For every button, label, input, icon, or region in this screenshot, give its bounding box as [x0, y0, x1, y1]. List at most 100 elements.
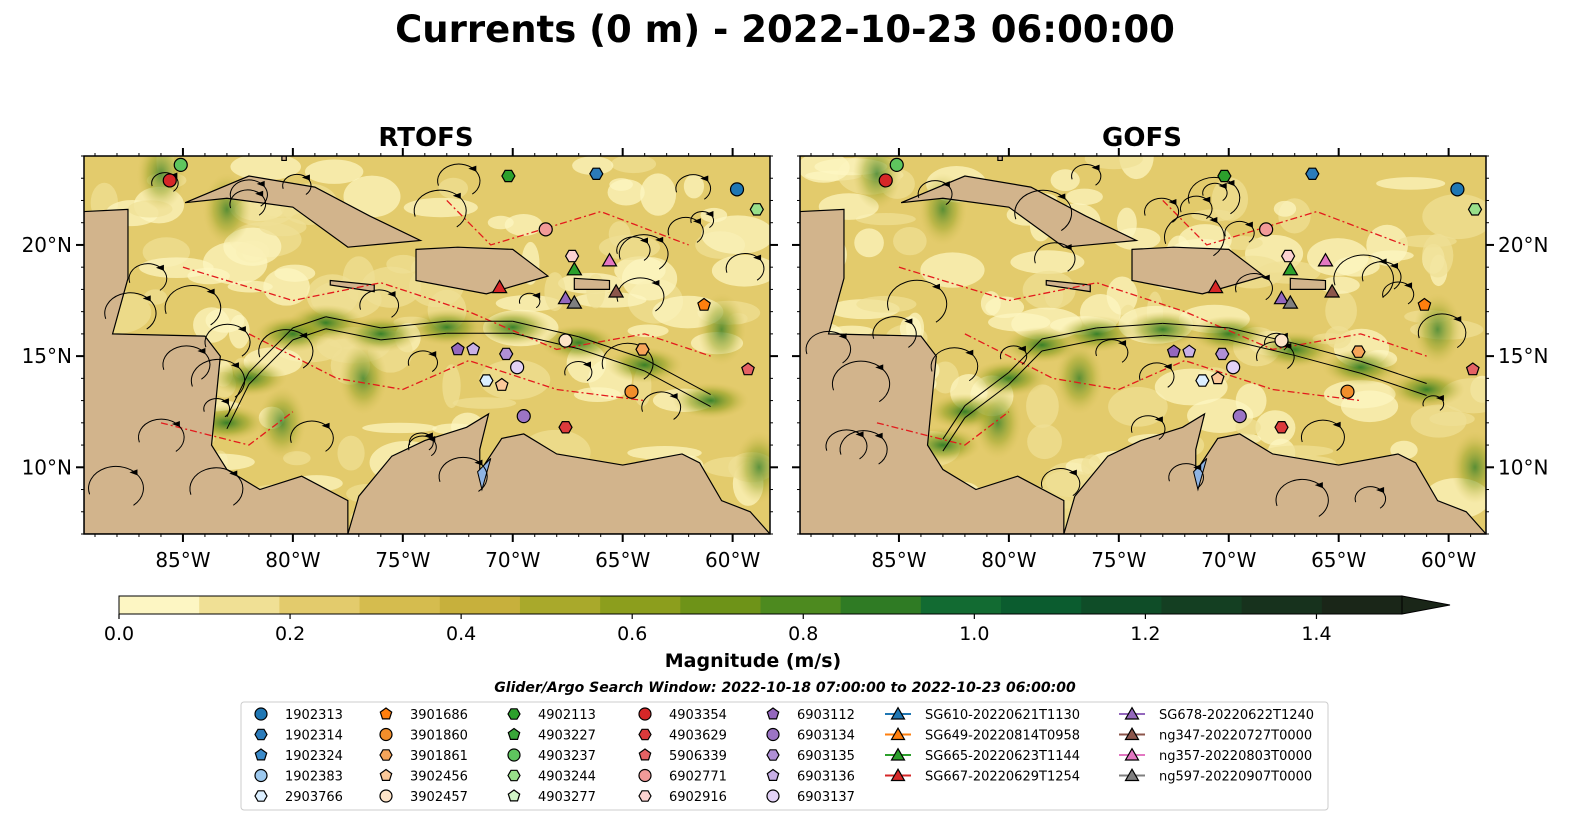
eez-boundary [160, 411, 294, 446]
colorbar-extend-arrow [1401, 595, 1451, 615]
streamline [229, 179, 268, 207]
land-mass [1045, 279, 1091, 293]
magnitude-patch-low [856, 295, 917, 313]
legend-marker-4903277 [507, 789, 521, 802]
streamline [964, 371, 1010, 419]
streamline-arrow [171, 421, 180, 428]
current-core [973, 386, 1022, 459]
platform-marker-1902314 [589, 167, 604, 180]
platform-marker-2903766 [479, 374, 494, 387]
current-core [1124, 311, 1201, 348]
current-core [1055, 342, 1104, 415]
platform-marker-3901861 [1351, 345, 1366, 358]
current-core [697, 293, 746, 366]
magnitude-patch-low [893, 226, 927, 256]
y-tick-label: 10°N [22, 455, 72, 479]
platform-marker-6903136 [466, 342, 481, 356]
streamline [942, 405, 966, 452]
legend-label: SG610-20220621T1130 [925, 708, 1080, 723]
land-mass [347, 412, 770, 534]
colorbar-band [1161, 596, 1243, 614]
colorbar: 0.0 0.2 0.4 0.6 0.8 1.0 1.2 1.4 Magnitude (m/s) [104, 595, 1451, 672]
legend-marker-6902916 [638, 790, 652, 802]
eez-boundary [1162, 200, 1405, 246]
legend-label: 3901860 [410, 729, 468, 744]
magnitude-patch-low [1050, 169, 1080, 192]
streamline [290, 420, 334, 452]
platform-marker-4903244 [1467, 203, 1483, 216]
magnitude-patch-low [855, 213, 916, 226]
streamline [1014, 189, 1073, 231]
current-core [339, 342, 388, 415]
streamline [1294, 342, 1361, 374]
platform-marker-SG678-20220622T1240 [1273, 290, 1290, 305]
legend-marker-4903237 [507, 748, 521, 762]
magnitude-patch-low [1027, 424, 1062, 460]
magnitude-patch-low [1333, 256, 1380, 277]
streamline-arrow [1154, 416, 1163, 423]
platform-marker-ng347-20220727T0000 [1324, 283, 1341, 298]
streamline-arrow [1017, 345, 1026, 352]
platform-marker-ng597-20220907T0000 [1282, 294, 1299, 309]
legend-marker-3901860 [379, 727, 393, 742]
legend-label: 6902771 [669, 770, 727, 785]
current-core [1190, 315, 1267, 352]
colorbar-frame [118, 595, 1403, 615]
streamline-arrow [669, 393, 678, 400]
legend-label: 6903135 [797, 749, 855, 764]
platform-marker-4902113 [501, 169, 516, 183]
magnitude-patch-low [1273, 200, 1297, 217]
streamline [413, 189, 467, 228]
x-tick-label: 65°W [1311, 548, 1366, 572]
magnitude-patch-low [1422, 193, 1486, 240]
colorbar-label: Magnitude (m/s) [665, 650, 842, 672]
colorbar-tick-label: 0.8 [788, 623, 818, 645]
magnitude-patch-low [263, 268, 310, 306]
magnitude-patch-low [1065, 188, 1103, 205]
eez-boundary [248, 333, 645, 402]
streamline [1301, 419, 1345, 452]
streamline-arrow [220, 398, 229, 405]
streamline-arrow [1226, 180, 1235, 187]
streamline [872, 316, 917, 348]
x-tick-label: 80°W [265, 548, 320, 572]
legend-label: 4903244 [538, 770, 596, 785]
colorbar-band [119, 596, 200, 614]
streamline-arrow [1063, 244, 1072, 251]
legend-marker-1902314 [254, 728, 268, 741]
streamline [831, 360, 891, 403]
streamline [618, 234, 669, 270]
magnitude-patch-low [343, 175, 401, 218]
streamline-arrow [1068, 469, 1077, 476]
legend-marker-SG610-20220621T1130 [890, 706, 906, 720]
streamline-arrow [1244, 221, 1253, 228]
legend-marker-ng357-20220803T0000 [1124, 747, 1140, 761]
streamline-arrow [1453, 316, 1462, 323]
streamline-arrow [904, 318, 913, 325]
streamline [1333, 254, 1394, 298]
streamline [667, 216, 704, 243]
platform-marker-SG667-20220629T1254 [491, 279, 508, 294]
streamline [578, 336, 645, 372]
platform-marker-SG665-20220623T1144 [1282, 261, 1299, 276]
current-core [672, 382, 749, 419]
platform-marker-3901686 [697, 297, 711, 311]
legend-label: SG667-20220629T1254 [925, 770, 1080, 785]
streamline [1139, 362, 1175, 388]
streamline [1096, 322, 1163, 341]
streamline-arrow [1376, 486, 1385, 493]
streamline [887, 279, 948, 323]
streamline [138, 418, 185, 452]
platform-marker-ng347-20220727T0000 [608, 283, 625, 298]
platform-marker-6903137 [510, 360, 525, 375]
streamline [292, 316, 327, 341]
magnitude-patch-low [1410, 404, 1467, 438]
platform-marker-6903137 [1226, 360, 1241, 375]
magnitude-patch-low [1116, 207, 1137, 239]
streamline-arrow [1209, 216, 1218, 223]
current-core [606, 347, 683, 384]
colorbar-band [760, 596, 842, 614]
streamline [930, 347, 979, 382]
platform-marker-4903237 [889, 157, 904, 172]
platform-marker-2903766 [1195, 374, 1210, 387]
